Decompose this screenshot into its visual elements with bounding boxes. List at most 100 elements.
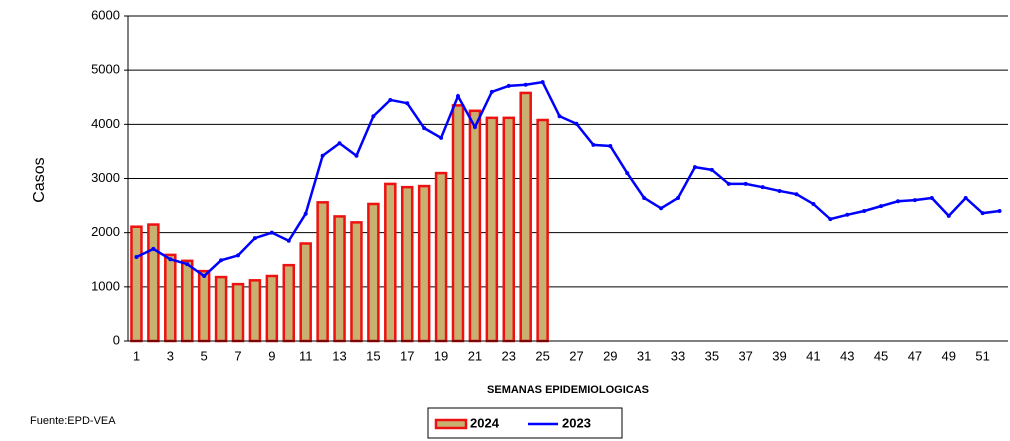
line — [135, 80, 1000, 278]
point — [574, 121, 579, 126]
point — [269, 230, 274, 235]
x-tick-label: 29 — [603, 348, 617, 363]
x-tick-label: 5 — [201, 348, 208, 363]
x-tick-label: 47 — [908, 348, 922, 363]
x-tick-label: 19 — [434, 348, 448, 363]
x-tick-label: 9 — [268, 348, 275, 363]
bar — [299, 242, 312, 343]
y-axis-label: Casos — [31, 157, 48, 202]
bar — [384, 182, 397, 343]
point — [591, 142, 596, 147]
x-tick-label: 23 — [502, 348, 516, 363]
legend-swatch — [434, 418, 468, 430]
point — [151, 246, 156, 251]
bar — [485, 116, 499, 343]
point — [405, 101, 410, 106]
point — [811, 201, 816, 206]
point — [236, 253, 240, 258]
point — [963, 196, 968, 200]
x-tick-label: 25 — [535, 348, 549, 363]
point — [777, 188, 782, 193]
point — [185, 262, 190, 267]
point — [625, 171, 630, 176]
x-tick-label: 13 — [332, 348, 346, 363]
x-tick-label: 39 — [772, 348, 786, 363]
point — [896, 199, 900, 204]
point — [692, 165, 697, 170]
bar — [282, 263, 296, 343]
x-tick-label: 21 — [468, 348, 482, 363]
bar — [451, 104, 465, 343]
legend-label: 2023 — [562, 415, 591, 430]
point — [845, 212, 850, 217]
point — [337, 141, 342, 146]
bar — [417, 184, 431, 343]
x-tick-label: 7 — [234, 348, 241, 363]
x-tick-label: 31 — [637, 348, 651, 363]
point — [760, 185, 765, 190]
point — [134, 255, 139, 260]
point — [320, 153, 325, 158]
x-axis-label: SEMANAS EPIDEMIOLOGICAS — [487, 384, 649, 396]
x-tick-label: 11 — [299, 348, 313, 363]
point — [472, 125, 477, 130]
bar — [214, 275, 228, 343]
point — [794, 192, 799, 197]
point — [997, 209, 1002, 213]
bar — [130, 225, 143, 343]
point — [168, 257, 173, 262]
bar — [231, 282, 245, 343]
point — [929, 196, 934, 200]
legend-label: 2024 — [470, 415, 500, 430]
y-tick-label: 2000 — [91, 224, 120, 239]
y-tick-label: 0 — [113, 332, 120, 347]
y-tick-label: 6000 — [91, 7, 120, 22]
point — [642, 196, 647, 200]
point — [506, 83, 511, 88]
x-tick-label: 17 — [400, 348, 414, 363]
source: Fuente:EPD-VEA — [30, 415, 116, 427]
point — [219, 258, 224, 263]
x-tick-label: 49 — [942, 348, 956, 363]
y-tick-label: 5000 — [91, 62, 120, 77]
point — [980, 211, 985, 216]
y-tick-label: 3000 — [91, 170, 120, 185]
point — [557, 114, 562, 119]
bar — [536, 118, 549, 343]
x-tick-label: 51 — [975, 348, 989, 363]
point — [726, 181, 731, 186]
bar — [147, 223, 160, 343]
point — [489, 89, 494, 94]
bar — [468, 109, 482, 343]
bar — [180, 259, 194, 343]
point — [659, 206, 664, 211]
x-tick-label: 33 — [671, 348, 685, 363]
y-tick-label: 1000 — [91, 278, 120, 293]
point — [286, 238, 291, 243]
point — [456, 94, 460, 99]
x-tick-label: 15 — [366, 348, 380, 363]
bar — [434, 171, 448, 343]
bar — [248, 279, 262, 343]
bar — [265, 274, 279, 343]
bar — [502, 116, 516, 343]
x-tick-label: 27 — [569, 348, 583, 363]
point — [422, 126, 427, 131]
bar — [400, 185, 414, 343]
point — [828, 217, 833, 222]
point — [354, 153, 359, 158]
bar — [367, 202, 380, 343]
point — [371, 114, 376, 119]
y-tick-label: 4000 — [91, 116, 120, 131]
point — [862, 209, 867, 213]
bar — [316, 201, 329, 343]
point — [608, 144, 613, 148]
bar — [164, 253, 177, 343]
point — [743, 181, 748, 186]
point — [676, 196, 680, 200]
bar — [197, 269, 211, 343]
point — [523, 82, 528, 87]
point — [303, 211, 308, 216]
point — [879, 204, 884, 209]
